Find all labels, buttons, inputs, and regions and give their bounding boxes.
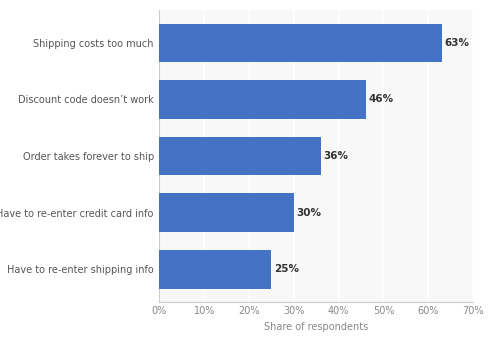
Bar (159, 250, 271, 288)
Text: 63%: 63% (444, 38, 470, 48)
X-axis label: Share of respondents: Share of respondents (264, 321, 369, 332)
Bar (159, 137, 321, 175)
Bar (159, 193, 294, 232)
Bar (159, 24, 442, 62)
Bar (159, 80, 366, 119)
Text: 25%: 25% (274, 264, 299, 274)
Text: 46%: 46% (368, 94, 393, 104)
Text: 36%: 36% (323, 151, 349, 161)
Text: 30%: 30% (296, 208, 322, 218)
